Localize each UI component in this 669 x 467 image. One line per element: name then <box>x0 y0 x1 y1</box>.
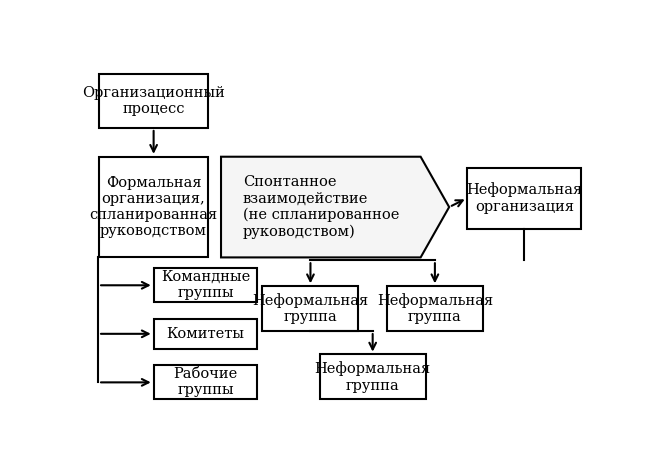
FancyBboxPatch shape <box>99 157 208 257</box>
Text: Неформальная
группа: Неформальная группа <box>314 361 431 392</box>
Text: Неформальная
группа: Неформальная группа <box>377 293 493 324</box>
Text: Организационный
процесс: Организационный процесс <box>82 86 225 116</box>
FancyBboxPatch shape <box>468 168 581 229</box>
FancyBboxPatch shape <box>99 74 208 128</box>
FancyBboxPatch shape <box>154 318 258 349</box>
Text: Неформальная
организация: Неформальная организация <box>466 183 583 213</box>
FancyBboxPatch shape <box>154 365 258 399</box>
Text: Неформальная
группа: Неформальная группа <box>252 293 369 324</box>
Text: Комитеты: Комитеты <box>167 327 244 341</box>
FancyBboxPatch shape <box>320 354 426 399</box>
Text: Спонтанное
взаимодействие
(не спланированное
руководством): Спонтанное взаимодействие (не спланирова… <box>243 175 399 239</box>
Polygon shape <box>221 157 449 257</box>
FancyBboxPatch shape <box>154 268 258 302</box>
FancyBboxPatch shape <box>262 286 359 331</box>
Text: Формальная
организация,
спланированная
руководством: Формальная организация, спланированная р… <box>90 176 217 238</box>
FancyBboxPatch shape <box>387 286 483 331</box>
Text: Командные
группы: Командные группы <box>161 270 250 300</box>
Text: Рабочие
группы: Рабочие группы <box>173 367 237 397</box>
